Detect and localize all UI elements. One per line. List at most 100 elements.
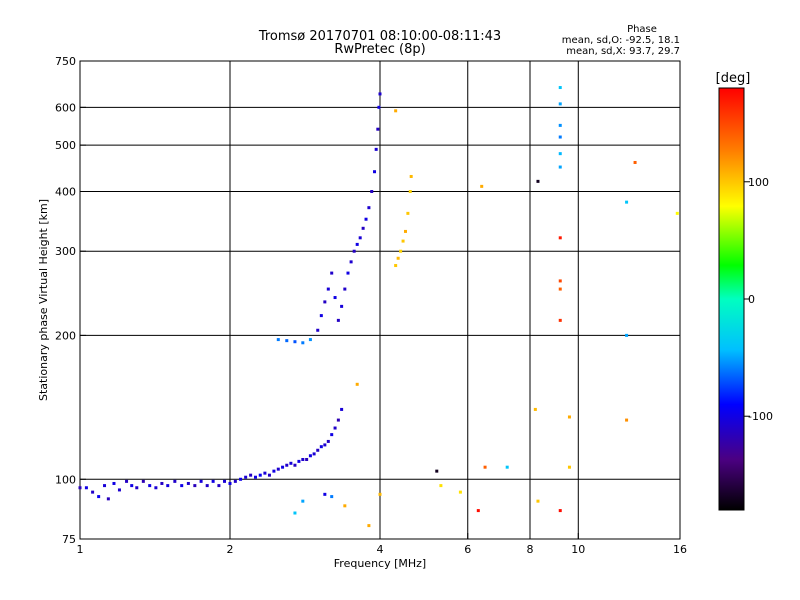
scattered-point [558, 123, 562, 127]
x-tick-label: 6 [464, 543, 471, 556]
ground-reflection-point [166, 484, 170, 488]
data-points [78, 86, 679, 528]
scattered-point [505, 465, 509, 469]
f-layer-point [285, 339, 289, 343]
scattered-point [558, 102, 562, 106]
e-layer-point [323, 443, 327, 447]
ground-reflection-point [253, 475, 257, 479]
ground-reflection-point [125, 479, 129, 483]
x-axis-label: Frequency [MHz] [334, 557, 426, 570]
scattered-point [394, 109, 398, 113]
scattered-point [558, 86, 562, 90]
stats-o-mode: mean, sd,O: -92.5, 18.1 [562, 35, 680, 46]
f-layer-point [361, 226, 365, 230]
e-layer-point [316, 448, 320, 452]
chart-title: Tromsø 20170701 08:10:00-08:11:43 [258, 29, 501, 44]
x-mode-point [406, 211, 410, 215]
ground-reflection-point [103, 484, 107, 488]
scattered-point [536, 499, 540, 503]
scattered-point [301, 499, 305, 503]
scattered-point [558, 152, 562, 156]
ground-reflection-point [106, 497, 110, 501]
x-mode-point [399, 249, 403, 253]
scattered-point [367, 524, 371, 528]
f-layer-point [293, 340, 297, 344]
ground-reflection-point [180, 484, 184, 488]
scattered-point [558, 236, 562, 240]
scattered-point [435, 469, 439, 473]
scattered-point [625, 200, 629, 204]
x-tick-label: 1 [77, 543, 84, 556]
stats-block: Phase mean, sd,O: -92.5, 18.1 mean, sd,X… [562, 24, 680, 57]
scattered-point [633, 160, 637, 164]
e-layer-point [330, 433, 334, 437]
f-layer-point [346, 271, 350, 275]
ground-reflection-point [173, 479, 177, 483]
ground-reflection-point [148, 484, 152, 488]
scattered-point [378, 492, 382, 496]
x-mode-point [408, 189, 412, 193]
f-layer-point [316, 328, 320, 332]
e-layer-point [308, 454, 312, 458]
scattered-point [558, 509, 562, 513]
chart-subtitle: RwPretec (8p) [334, 42, 425, 57]
x-mode-point [396, 256, 400, 260]
scattered-point [625, 333, 629, 337]
e-layer-point [333, 426, 337, 430]
ground-reflection-point [244, 475, 248, 479]
x-tick-label: 16 [673, 543, 687, 556]
ground-reflection-point [186, 481, 190, 485]
ground-reflection-point [97, 495, 101, 499]
scattered-point [558, 279, 562, 283]
x-mode-point [401, 239, 405, 243]
y-tick-label: 750 [55, 55, 76, 68]
scattered-point [533, 407, 537, 411]
colorbar-gradient [718, 87, 745, 511]
f-layer-point [349, 260, 353, 264]
stats-x-mode: mean, sd,X: 93.7, 29.7 [566, 46, 680, 57]
ground-reflection-point [160, 481, 164, 485]
ground-reflection-point [217, 484, 221, 488]
f-layer-point [355, 242, 359, 246]
f-layer-point [373, 170, 377, 174]
scattered-point [439, 484, 443, 488]
y-tick-label: 600 [55, 101, 76, 114]
e-layer-point [326, 439, 330, 443]
colorbar-ticks: -100 0 100 [744, 176, 773, 423]
scattered-point [558, 287, 562, 291]
x-tick-label: 2 [227, 543, 234, 556]
y-tick-label: 300 [55, 245, 76, 258]
ground-reflection-point [239, 477, 243, 481]
ground-reflection-point [78, 486, 82, 490]
ground-reflection-point [272, 469, 276, 473]
f-layer-point [308, 338, 312, 342]
stats-heading: Phase [627, 24, 657, 35]
scattered-point [355, 382, 359, 386]
ground-reflection-point [112, 481, 116, 485]
ground-reflection-point [91, 490, 95, 494]
x-mode-point [409, 174, 413, 178]
f-layer-point [340, 304, 344, 308]
chart-title-block: Tromsø 20170701 08:10:00-08:11:43 RwPret… [258, 29, 501, 57]
e-layer-point [319, 445, 323, 449]
f-layer-point [364, 217, 368, 221]
f-layer-point [336, 318, 340, 322]
x-tick-label: 10 [571, 543, 585, 556]
scattered-point [293, 511, 297, 515]
ground-reflection-point [263, 471, 267, 475]
ground-reflection-point [199, 479, 203, 483]
scattered-point [558, 318, 562, 322]
ground-reflection-point [135, 486, 139, 490]
x-tick-label: 4 [377, 543, 384, 556]
ground-reflection-point [258, 473, 262, 477]
f-layer-point [374, 147, 378, 151]
scattered-point [458, 490, 462, 494]
f-layer-point [370, 189, 374, 193]
x-axis: 1 2 4 6 8 10 16 [77, 533, 687, 556]
f-layer-point [301, 341, 305, 345]
f-layer-point [319, 314, 323, 318]
e-layer-point [289, 461, 293, 465]
f-layer-point [323, 300, 327, 304]
e-layer-point [340, 407, 344, 411]
